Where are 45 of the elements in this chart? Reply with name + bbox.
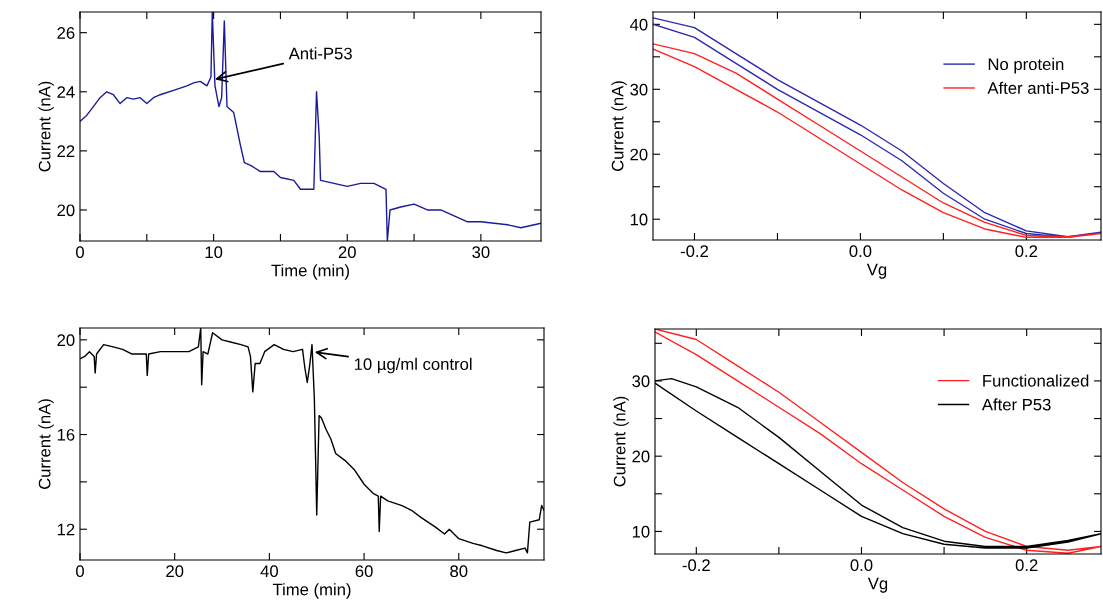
line-series [80,12,541,241]
x-tick-label: 0.0 [850,559,873,572]
y-tick-label: 20 [57,334,75,347]
y-axis-title: Current (nA) [38,81,54,172]
x-tick-label: 80 [450,565,468,578]
y-tick-label: 16 [57,428,75,441]
x-tick-label: 0.0 [849,245,872,258]
y-tick-label: 22 [57,145,75,157]
x-axis-title: Time (min) [272,583,351,599]
legend-label: No protein [988,57,1064,74]
x-tick-label: 40 [260,565,279,578]
legend-label: After anti-P53 [987,81,1089,94]
y-tick-label: 10 [632,525,650,538]
y-tick-label: 20 [630,148,648,161]
x-tick-label: -0.2 [680,245,709,258]
x-tick-label: 0.2 [1015,559,1038,572]
legend-label: After P53 [981,398,1051,411]
legend-label: Functionalized [983,374,1089,387]
x-tick-label: 0 [76,246,84,259]
x-tick-label: 20 [338,246,356,259]
y-tick-label: 20 [57,204,75,217]
x-tick-label: 0 [76,565,84,578]
y-tick-label: 40 [629,18,648,31]
y-tick-label: 30 [632,375,650,388]
x-axis-title: Vg [866,263,887,279]
x-tick-label: -0.2 [682,559,710,572]
y-axis-title: Current (nA) [611,81,627,171]
x-axis-title: Vg [867,577,888,593]
x-tick-label: 20 [166,565,184,578]
line-series [655,329,1101,554]
x-axis-title: Time (min) [271,264,349,280]
x-tick-label: 60 [355,565,373,578]
y-tick-label: 30 [630,83,648,96]
y-tick-label: 24 [57,86,75,98]
y-tick-label: 26 [57,27,75,39]
x-tick-label: 10 [205,246,223,259]
x-tick-label: 0.2 [1015,245,1038,258]
y-tick-label: 12 [57,523,75,536]
y-tick-label: 10 [630,213,648,226]
x-tick-label: 30 [472,246,490,259]
annotation: 10 µg/ml control [354,357,472,374]
y-tick-label: 20 [632,450,650,463]
y-axis-title: Current (nA) [38,399,54,489]
annotation: Anti-P53 [288,47,352,60]
y-axis-title: Current (nA) [613,396,629,487]
